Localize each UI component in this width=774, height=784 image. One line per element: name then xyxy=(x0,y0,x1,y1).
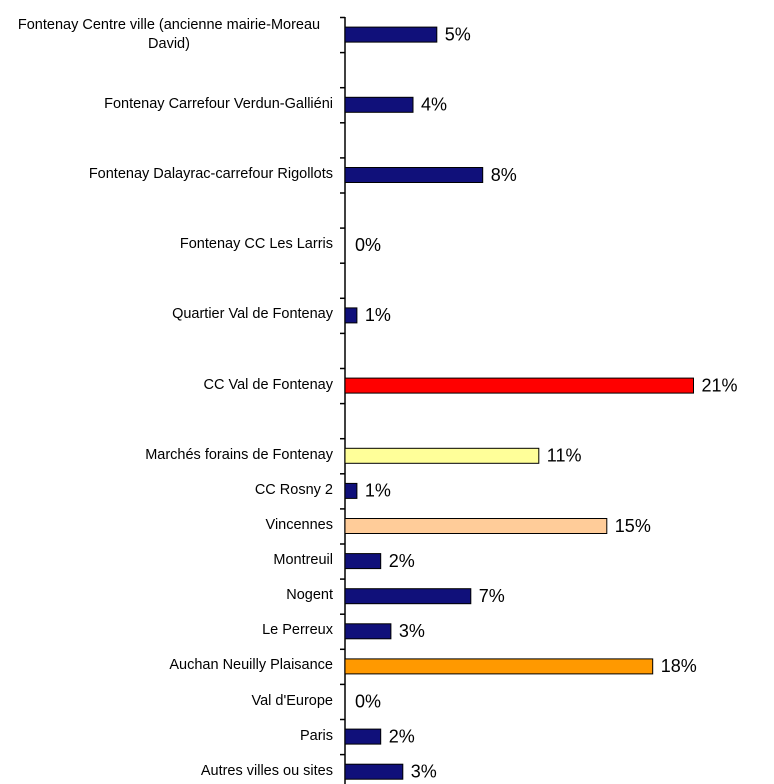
value-label: 11% xyxy=(547,446,582,466)
bar xyxy=(344,623,392,640)
bar xyxy=(344,658,654,675)
category-label: CC Val de Fontenay xyxy=(203,376,334,393)
bar xyxy=(344,26,438,43)
value-label: 3% xyxy=(399,621,425,641)
category-label: Val d'Europe xyxy=(251,692,334,709)
bar xyxy=(344,518,608,534)
value-label: 2% xyxy=(389,726,415,746)
bar xyxy=(344,728,382,745)
bar xyxy=(344,588,472,605)
value-label: 1% xyxy=(365,481,391,501)
category-label: Auchan Neuilly Plaisance xyxy=(169,657,333,674)
value-label: 21% xyxy=(702,375,738,395)
value-label: 0% xyxy=(355,691,381,711)
value-label: 8% xyxy=(491,165,517,185)
value-label: 7% xyxy=(479,586,505,606)
category-label: Le Perreux xyxy=(262,622,333,639)
bar xyxy=(344,96,414,113)
value-label: 2% xyxy=(389,551,415,571)
bar xyxy=(344,447,540,464)
category-label: CC Rosny 2 xyxy=(254,481,333,498)
value-label: 1% xyxy=(365,305,391,325)
value-label: 18% xyxy=(661,656,697,676)
value-label: 5% xyxy=(445,24,471,44)
category-label: Fontenay Dalayrac-carrefour Rigollots xyxy=(88,166,333,182)
category-label: Autres villes ou sites xyxy=(200,762,333,779)
bar xyxy=(344,553,382,570)
value-label: 4% xyxy=(421,95,447,115)
bar xyxy=(344,377,694,394)
bar xyxy=(344,763,404,780)
category-label: Vincennes xyxy=(265,517,333,533)
bar xyxy=(344,482,358,499)
category-label: Quartier Val de Fontenay xyxy=(172,306,333,323)
category-label: Fontenay Carrefour Verdun-Galliéni xyxy=(104,95,333,112)
bar xyxy=(344,307,358,324)
value-label: 3% xyxy=(411,761,437,781)
category-label: Nogent xyxy=(286,587,333,604)
category-label: Montreuil xyxy=(273,552,333,569)
category-label: Paris xyxy=(299,727,333,744)
value-label: 0% xyxy=(355,235,381,255)
value-label: 15% xyxy=(615,516,651,536)
category-label: Fontenay Centre ville (ancienne mairie-M… xyxy=(17,16,321,52)
category-label: Marchés forains de Fontenay xyxy=(145,446,333,463)
bar xyxy=(344,167,484,183)
category-label: Fontenay CC Les Larris xyxy=(179,236,333,253)
